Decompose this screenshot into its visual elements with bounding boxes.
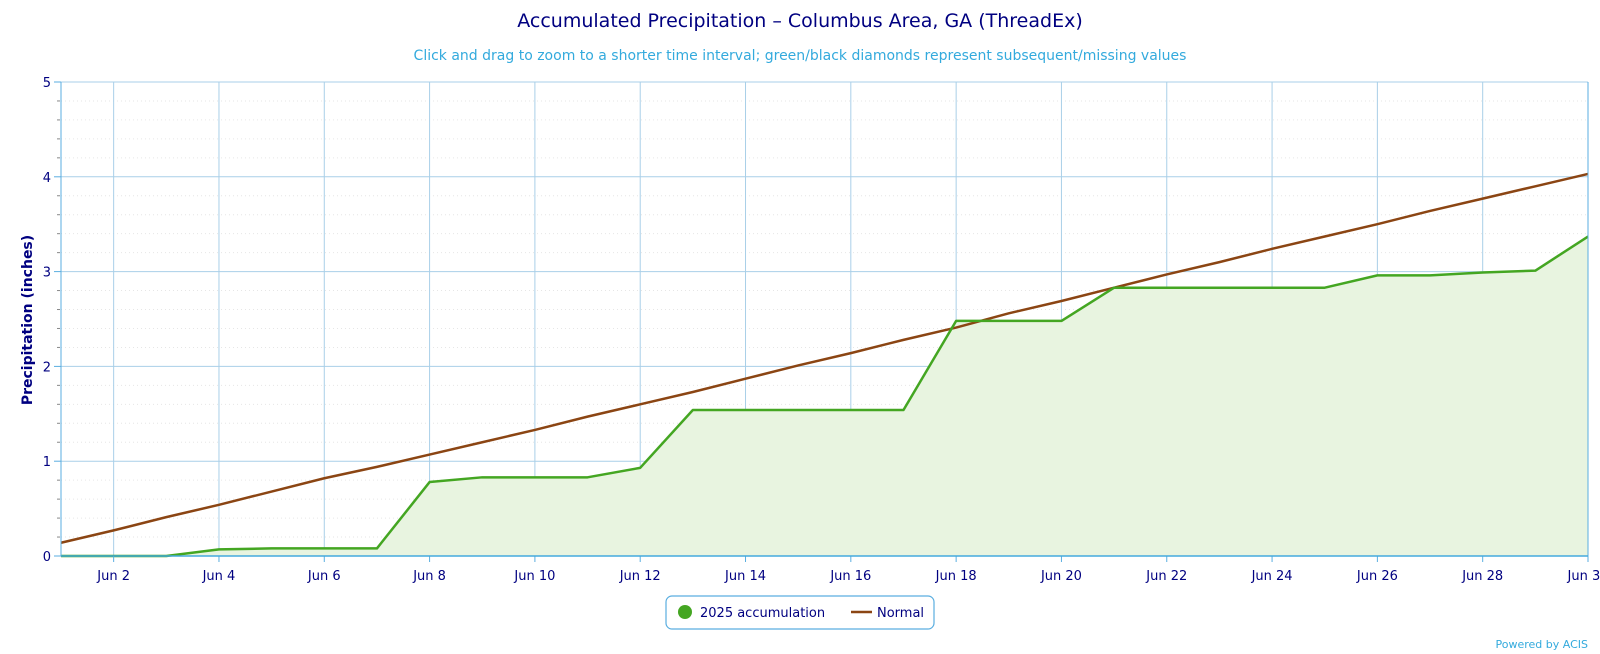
axes: 0 1 2 3 4 5 Jun 2 Jun 4 Jun 6 Jun 8 Jun 10 Jun 12 Ju… xyxy=(43,76,1600,584)
x-tick-label: Jun 20 xyxy=(1040,569,1082,584)
y-tick-label: 1 xyxy=(43,455,51,470)
legend-label-normal: Normal xyxy=(877,606,924,621)
y-tick-label: 2 xyxy=(43,360,51,375)
accumulation-line[interactable] xyxy=(61,235,1589,558)
x-tick-label: Jun 8 xyxy=(412,569,446,584)
x-tick-label: Jun 2 xyxy=(96,569,130,584)
y-tick-label: 4 xyxy=(43,171,51,186)
y-tick-label: 5 xyxy=(43,76,51,91)
x-tick-label: Jun 28 xyxy=(1461,569,1503,584)
x-tick-label: Jun 24 xyxy=(1251,569,1293,584)
chart-title: Accumulated Precipitation – Columbus Are… xyxy=(517,10,1082,32)
chart-subtitle: Click and drag to zoom to a shorter time… xyxy=(414,48,1187,64)
y-tick-label: 3 xyxy=(43,266,51,281)
legend-label-accumulation: 2025 accumulation xyxy=(700,606,825,621)
legend-item-accumulation[interactable]: 2025 accumulation xyxy=(678,605,825,621)
x-tick-label: Jun 4 xyxy=(202,569,236,584)
x-tick-label: Jun 18 xyxy=(935,569,977,584)
x-tick-label: Jun 16 xyxy=(829,569,871,584)
accumulation-area xyxy=(61,236,1588,557)
x-tick-label: Jun 12 xyxy=(619,569,661,584)
legend-marker-accumulation xyxy=(678,605,692,619)
x-tick-label: Jun 10 xyxy=(513,569,555,584)
x-tick-label: Jun 14 xyxy=(724,569,766,584)
credit-link[interactable]: Powered by ACIS xyxy=(1496,638,1589,651)
y-axis-label: Precipitation (inches) xyxy=(20,235,36,405)
legend-item-normal[interactable]: Normal xyxy=(851,606,924,621)
legend[interactable]: 2025 accumulation Normal xyxy=(665,595,935,630)
x-tick-label: Jun 6 xyxy=(307,569,341,584)
x-tick-label: Jun 26 xyxy=(1356,569,1398,584)
y-tick-label: 0 xyxy=(43,550,51,565)
x-tick-label: Jun 22 xyxy=(1145,569,1187,584)
accumulation-area-fill xyxy=(61,236,1588,557)
legend-box xyxy=(665,595,935,630)
series-lines xyxy=(60,172,1589,558)
normal-line[interactable] xyxy=(60,172,1589,544)
x-tick-label: Jun 30 xyxy=(1567,569,1600,584)
